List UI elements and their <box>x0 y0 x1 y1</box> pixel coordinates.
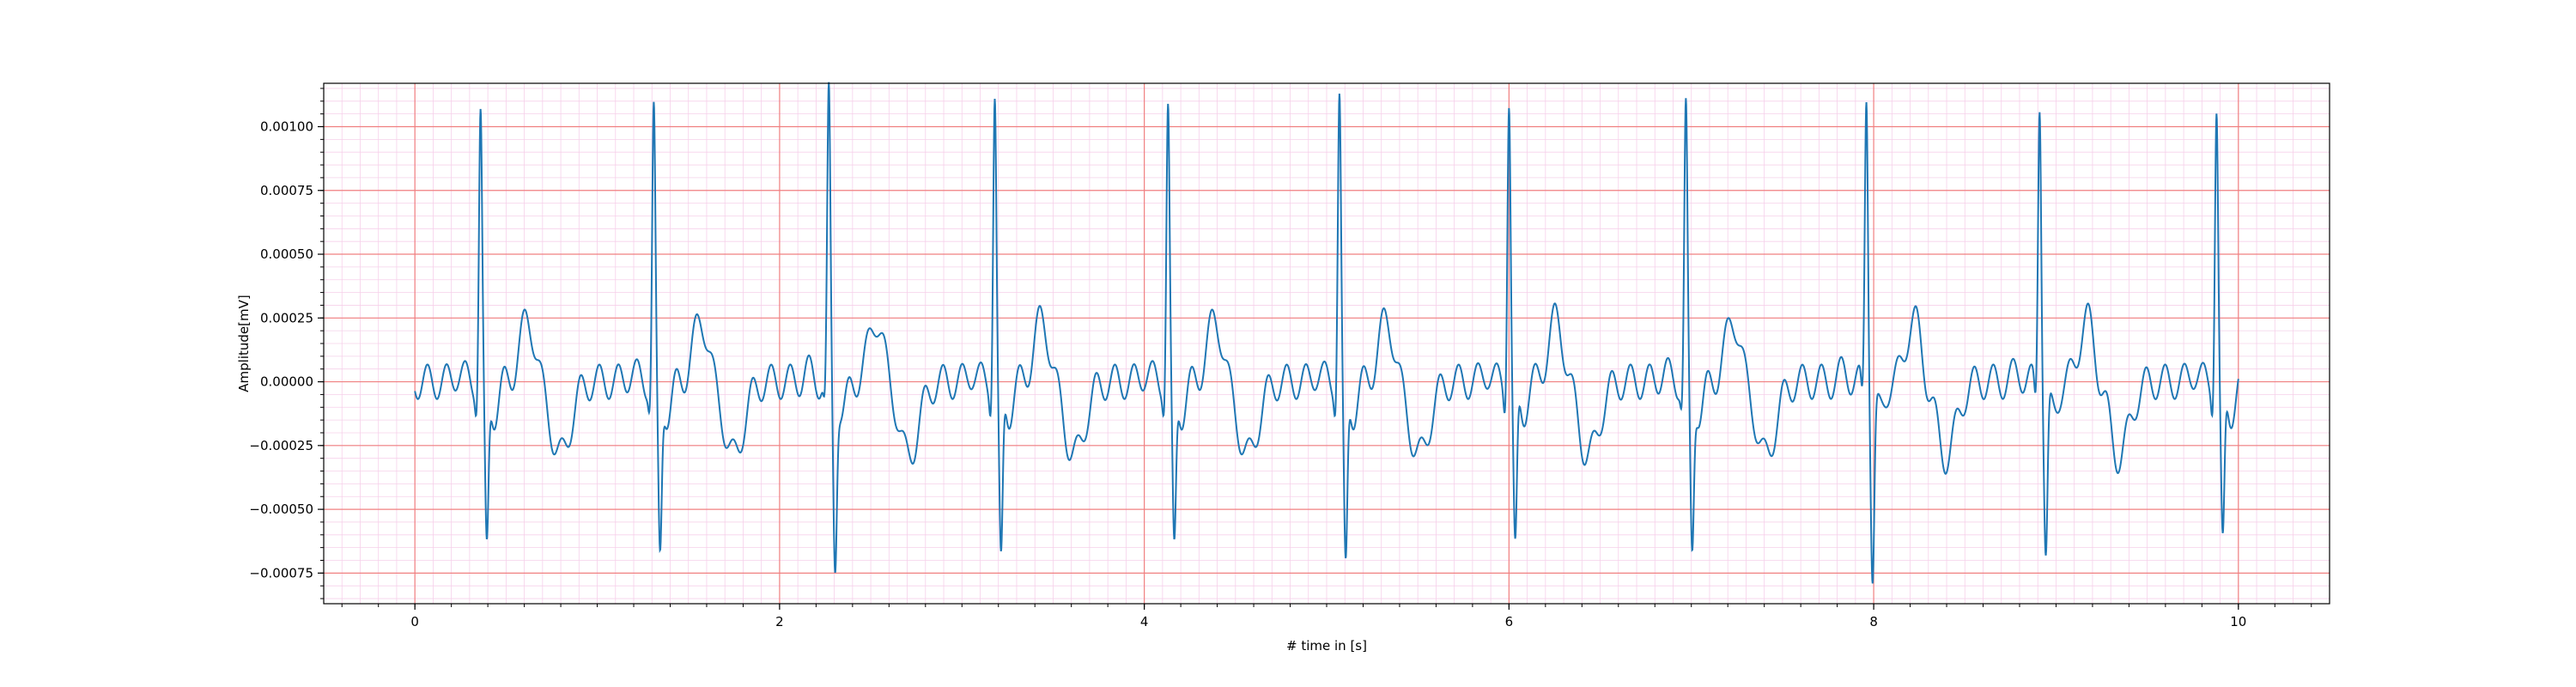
x-tick-label: 6 <box>1505 614 1514 629</box>
y-tick-label: −0.00075 <box>249 565 313 581</box>
y-tick-label: 0.00050 <box>260 246 313 262</box>
y-tick-label: −0.00025 <box>249 438 313 453</box>
x-tick-label: 10 <box>2230 614 2246 629</box>
y-tick-label: −0.00050 <box>249 502 313 517</box>
x-tick-label: 4 <box>1140 614 1149 629</box>
x-tick-label: 0 <box>410 614 419 629</box>
x-tick-label: 2 <box>775 614 784 629</box>
y-tick-label: 0.00025 <box>260 310 313 325</box>
y-tick-label: 0.00000 <box>260 374 313 390</box>
ecg-series <box>414 82 2239 584</box>
x-axis-label: # time in [s] <box>1286 638 1367 654</box>
y-axis: 0.00100 0.00075 0.00050 0.00025 0.00000 −0.00… <box>249 88 324 599</box>
y-tick-label: 0.00075 <box>260 183 313 198</box>
minor-grid <box>323 83 2330 604</box>
y-tick-label: 0.00100 <box>260 119 313 135</box>
ecg-line <box>414 82 2239 584</box>
x-axis: 0 2 4 6 8 10 <box>341 604 2312 629</box>
y-axis-label: Amplitude[mV] <box>236 295 252 392</box>
x-tick-label: 8 <box>1869 614 1878 629</box>
